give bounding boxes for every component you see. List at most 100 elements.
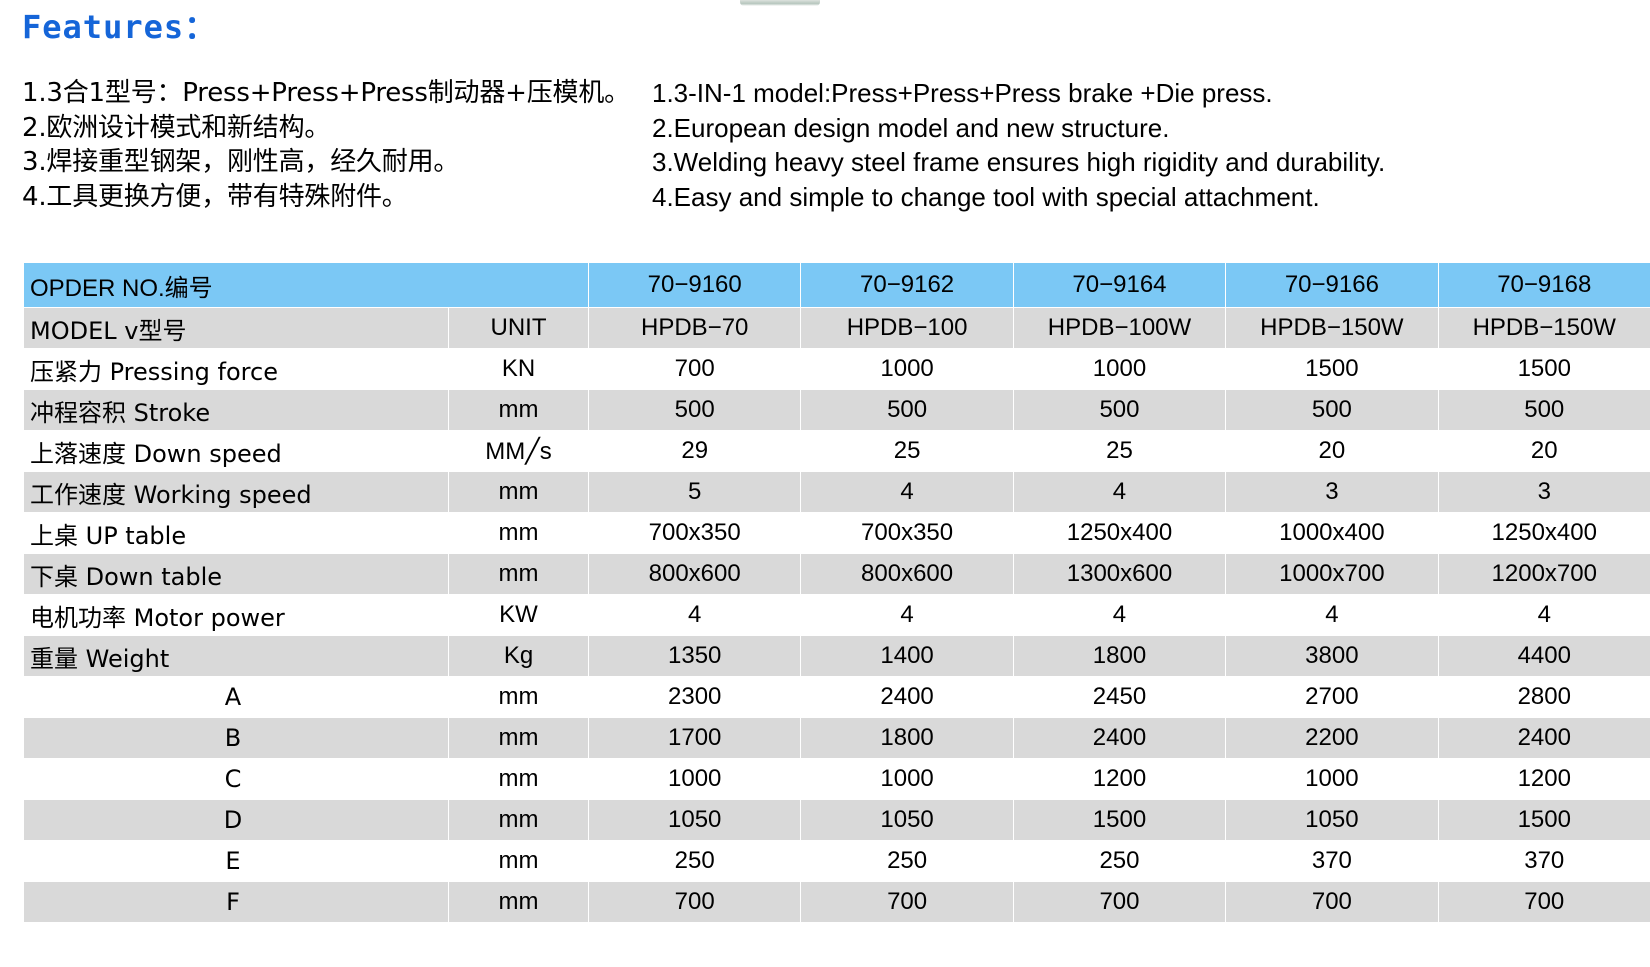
feature-item-en-2: 2.European design model and new structur… [652,112,1170,143]
feature-item-cn-2: 2.欧洲设计模式和新结构。 [22,112,331,143]
table-cell: 3 [1437,471,1650,513]
table-cell: 1050 [587,799,802,841]
table-cell: 1000 [587,758,802,800]
table-cell: 700 [1225,881,1439,923]
table-header-row: OPDER NO.编号 70−9160 70−9162 70−9164 70−9166 7… [23,262,1650,308]
table-cell: 370 [1225,840,1439,882]
feature-item-en-1: 1.3-IN-1 model:Press+Press+Press brake +… [652,78,1273,108]
table-cell: 700 [1012,881,1227,923]
table-cell: 4 [1012,594,1227,636]
table-cell: 500 [1012,389,1227,431]
table-cell: 1500 [1225,348,1439,390]
table-cell: 2400 [800,676,1014,718]
table-cell: 4 [587,594,802,636]
table-row: 冲程容积 Stroke mm 500 500 500 500 500 [23,389,1650,431]
table-cell: 700x350 [800,512,1014,554]
table-cell: 1400 [800,635,1014,677]
table-cell: 4 [1225,594,1439,636]
table-cell: HPDB−150W [1225,307,1439,349]
table-cell: 1000 [800,348,1014,390]
table-cell: 250 [587,840,802,882]
table-cell: 2300 [587,676,802,718]
table-cell: 800x600 [587,553,802,595]
table-cell: 250 [1012,840,1227,882]
feature-item-cn-3: 3.焊接重型钢架，刚性高，经久耐用。 [22,147,460,177]
header-order-no-label: OPDER NO.编号 [23,262,589,308]
table-cell: 1300x600 [1012,553,1227,595]
feature-item-cn-4: 4.工具更换方便，带有特殊附件。 [22,181,408,212]
row-unit: KW [448,594,589,636]
table-cell: 500 [1225,389,1439,431]
row-label: F [23,881,449,923]
row-label: MODEL v型号 [23,307,449,349]
header-order-code: 70−9168 [1437,262,1650,308]
cut-off-image-sliver [740,0,820,6]
header-order-code: 70−9164 [1012,262,1227,308]
table-cell: 1800 [800,717,1014,759]
table-cell: 370 [1437,840,1650,882]
table-cell: 1000x400 [1225,512,1439,554]
row-unit: mm [448,758,589,800]
table-cell: 1000 [1225,758,1439,800]
row-unit: KN [448,348,589,390]
table-cell: 20 [1225,430,1439,472]
row-unit: mm [448,389,589,431]
row-label: 冲程容积 Stroke [23,389,449,431]
features-list-chinese: 1.3合1型号：Press+Press+Press制动器+压模机。 2.欧洲设计… [22,76,652,214]
row-label: 下桌 Down table [23,553,449,595]
table-row: 上桌 UP table mm 700x350 700x350 1250x400 1000x… [23,512,1650,554]
table-cell: 1350 [587,635,802,677]
table-cell: 500 [800,389,1014,431]
row-label: 上落速度 Down speed [23,430,449,472]
row-unit: mm [448,717,589,759]
table-cell: 25 [1012,430,1227,472]
table-cell: 4400 [1437,635,1650,677]
table-cell: 1500 [1437,799,1650,841]
table-cell: 20 [1437,430,1650,472]
header-order-code: 70−9162 [800,262,1014,308]
row-unit: mm [448,840,589,882]
table-cell: 1200 [1437,758,1650,800]
table-cell: 1050 [800,799,1014,841]
table-cell: 2200 [1225,717,1439,759]
header-order-code: 70−9166 [1225,262,1439,308]
table-cell: 700x350 [587,512,802,554]
table-cell: 1250x400 [1437,512,1650,554]
table-cell: 1000 [1012,348,1227,390]
table-cell: 29 [587,430,802,472]
row-unit: UNIT [448,307,589,349]
table-cell: 1250x400 [1012,512,1227,554]
row-label: 电机功率 Motor power [23,594,449,636]
table-cell: 1200 [1012,758,1227,800]
table-row: 工作速度 Working speed mm 5 4 4 3 3 [23,471,1650,513]
row-label: E [23,840,449,882]
table-cell: 3 [1225,471,1439,513]
row-label: C [23,758,449,800]
feature-item-cn-1: 1.3合1型号：Press+Press+Press制动器+压模机。 [22,78,630,108]
table-cell: 800x600 [800,553,1014,595]
table-row: 上落速度 Down speed MM╱s 29 25 25 20 20 [23,430,1650,472]
row-label: 上桌 UP table [23,512,449,554]
row-label: A [23,676,449,718]
row-unit: mm [448,676,589,718]
row-unit: mm [448,799,589,841]
feature-item-en-3: 3.Welding heavy steel frame ensures high… [652,147,1386,177]
table-row-model: MODEL v型号 UNIT HPDB−70 HPDB−100 HPDB−100W HPD… [23,307,1650,349]
table-cell: 1000 [800,758,1014,800]
row-label: 压紧力 Pressing force [23,348,449,390]
table-cell: 4 [1012,471,1227,513]
table-cell: 1700 [587,717,802,759]
table-cell: 2450 [1012,676,1227,718]
table-cell: 25 [800,430,1014,472]
table-cell: HPDB−150W [1437,307,1650,349]
header-order-code: 70−9160 [587,262,802,308]
table-cell: 500 [587,389,802,431]
specification-table: OPDER NO.编号 70−9160 70−9162 70−9164 70−9166 7… [23,262,1650,923]
table-cell: 2400 [1437,717,1650,759]
table-cell: 1500 [1437,348,1650,390]
